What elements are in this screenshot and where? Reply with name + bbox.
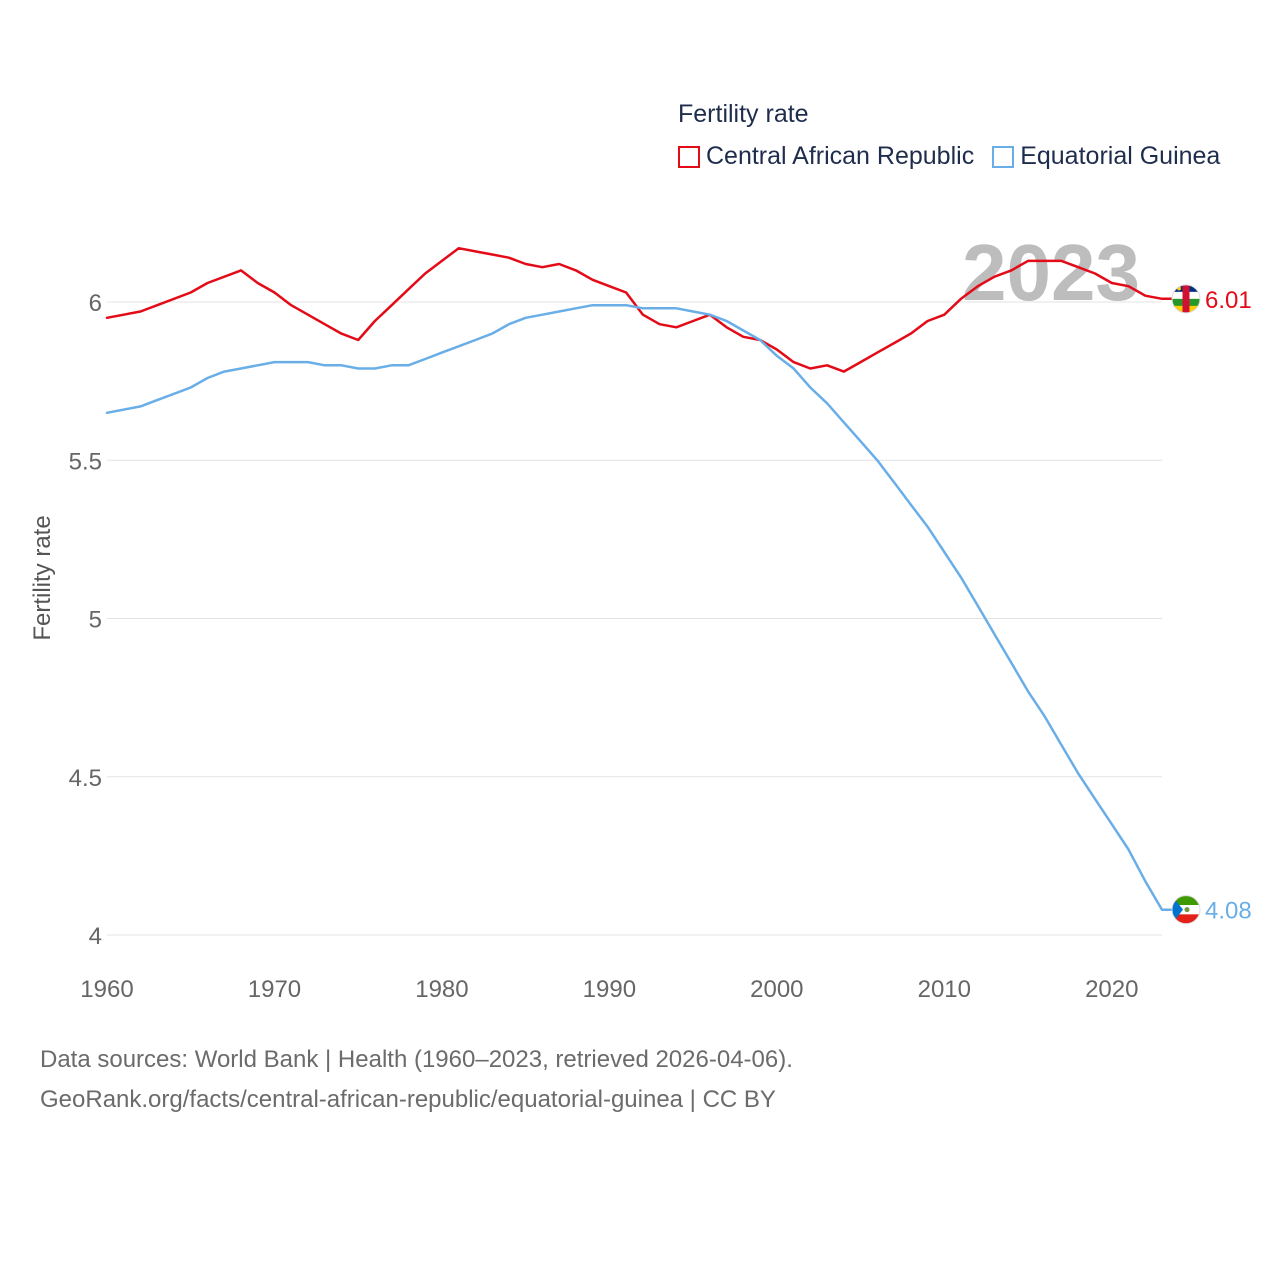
eqg-flag-icon [1171,895,1201,925]
x-tick-label: 1990 [583,976,636,1003]
x-tick-label: 1980 [415,976,468,1003]
legend-label-eqg: Equatorial Guinea [1020,142,1221,170]
y-tick-label: 4 [89,923,102,950]
legend: Central African Republic Equatorial Guin… [678,142,1220,171]
car-flag-icon [1171,284,1201,314]
y-tick-label: 5 [89,607,102,634]
source-line-2: GeoRank.org/facts/central-african-republ… [40,1086,776,1113]
y-tick-label: 5.5 [69,448,102,475]
end-value-label: 6.01 [1205,287,1252,314]
axes: 4 4.5 5 5.5 6 1960 1970 1980 1990 2000 2010 2020 [69,290,1139,1003]
x-tick-label: 1970 [248,976,301,1003]
series [105,246,1174,911]
end-value-label: 4.08 [1205,898,1252,925]
x-tick-label: 2000 [750,976,803,1003]
legend-swatch-car [678,145,700,168]
legend-item-central-african-republic[interactable]: Central African Republic [678,142,974,171]
legend-swatch-eqg [992,145,1015,168]
series-line-central-african-republic [105,246,1174,373]
y-tick-label: 4.5 [69,765,102,792]
series-line-equatorial-guinea [105,303,1174,911]
y-tick-label: 6 [89,290,102,317]
year-watermark: 2023 [962,228,1140,317]
x-tick-label: 1960 [80,976,133,1003]
legend-title: Fertility rate [678,100,809,128]
y-axis-label: Fertility rate [29,515,56,640]
grid [107,301,1162,936]
legend-label-car: Central African Republic [706,142,975,170]
source-line-1: Data sources: World Bank | Health (1960–… [40,1046,793,1073]
end-markers: 6.01 4.08 [1171,284,1252,925]
x-tick-label: 2020 [1085,976,1138,1003]
legend-item-equatorial-guinea[interactable]: Equatorial Guinea [992,142,1220,171]
x-tick-label: 2010 [918,976,971,1003]
